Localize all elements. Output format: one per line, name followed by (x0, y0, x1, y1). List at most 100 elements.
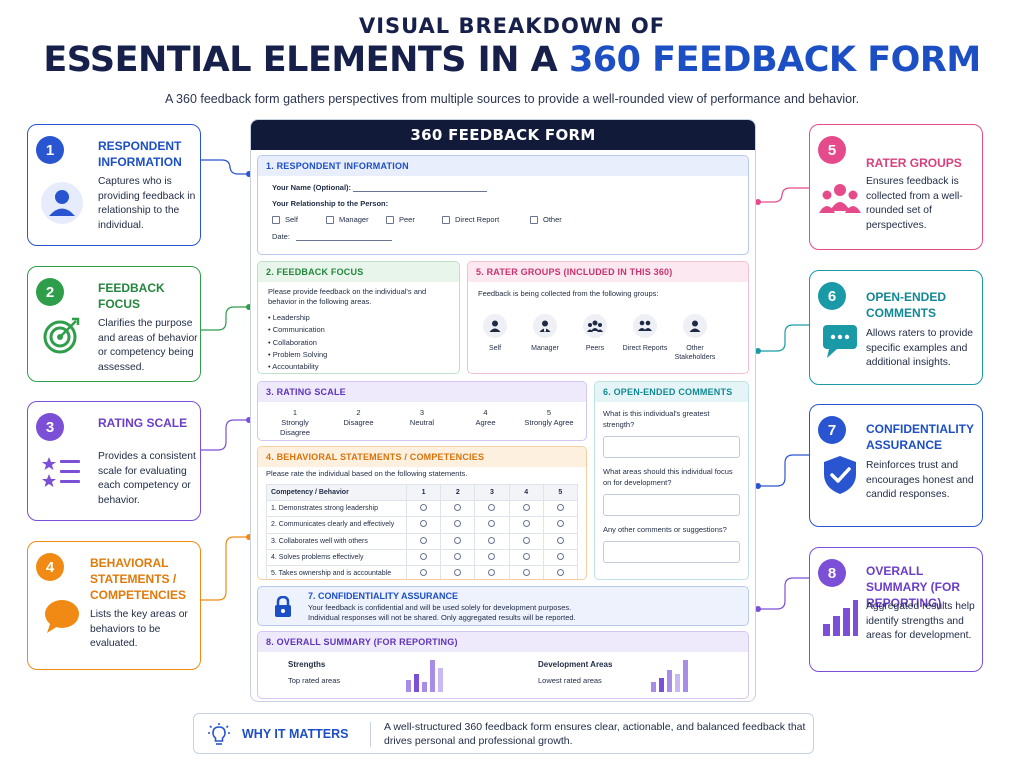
option-label: Peer (399, 215, 415, 224)
rater-group-other-stakeholders: Other Stakeholders (670, 314, 720, 362)
column-header: 1 (405, 483, 442, 502)
rating-radio[interactable] (556, 520, 564, 528)
section-open-ended-comments: 6. OPEN-ENDED COMMENTS What is this indi… (594, 381, 749, 580)
strengths-label: Strengths (288, 660, 326, 669)
callout-overall-summary: 8 OVERALL SUMMARY (FOR REPORTING) Aggreg… (809, 547, 983, 672)
relationship-options: Self Manager Peer Direct Report Other (272, 215, 738, 225)
rating-radio[interactable] (454, 520, 462, 528)
checkbox[interactable] (442, 216, 450, 225)
rating-radio[interactable] (488, 552, 496, 560)
table-row: 3. Collaborates well with others (266, 532, 579, 550)
rating-radio[interactable] (522, 569, 530, 577)
rater-group-direct-reports: Direct Reports (620, 314, 670, 353)
relationship-label: Your Relationship to the Person: (272, 199, 389, 208)
rating-cell (440, 548, 476, 566)
rating-cell (542, 500, 579, 518)
answer-box-other[interactable] (603, 541, 740, 563)
checkbox[interactable] (530, 216, 538, 225)
rating-radio[interactable] (488, 520, 496, 528)
date-input[interactable] (296, 233, 393, 242)
table-header-row: Competency / Behavior 1 2 3 4 5 (266, 483, 579, 502)
section-heading: 3. RATING SCALE (258, 382, 586, 402)
column-header: 4 (508, 483, 544, 502)
rating-radio[interactable] (420, 520, 428, 528)
development-areas-sublabel: Lowest rated areas (538, 676, 602, 685)
callout-title: CONFIDENTIALITY ASSURANCE (866, 422, 974, 452)
scale-point: 4 Agree (475, 408, 496, 427)
why-it-matters-banner: WHY IT MATTERS A well-structured 360 fee… (193, 713, 814, 754)
rater-intro: Feedback is being collected from the fol… (478, 289, 659, 298)
callout-description: Reinforces trust and encourages honest a… (866, 460, 974, 500)
option-other[interactable]: Other (530, 215, 562, 225)
rating-radio[interactable] (420, 504, 428, 512)
option-peer[interactable]: Peer (386, 215, 442, 225)
development-areas-label: Development Areas (538, 660, 613, 669)
rating-radio[interactable] (420, 569, 428, 577)
rating-cell (440, 500, 476, 518)
rating-radio[interactable] (556, 552, 564, 560)
lock-icon (274, 595, 292, 623)
date-field-row: Date: (272, 232, 738, 242)
callout-number: 3 (36, 413, 64, 441)
table-row: 1. Demonstrates strong leadership (266, 500, 579, 518)
rating-radio[interactable] (488, 569, 496, 577)
rater-group-peers: Peers (570, 314, 620, 353)
rating-cell (542, 564, 579, 579)
checkbox[interactable] (326, 216, 334, 225)
name-input[interactable] (353, 184, 488, 192)
callout-title: RATER GROUPS (866, 156, 962, 170)
answer-box-development[interactable] (603, 494, 740, 516)
rating-radio[interactable] (556, 536, 564, 544)
rating-radio[interactable] (454, 536, 462, 544)
direct-reports-icon (633, 314, 657, 338)
rating-radio[interactable] (488, 504, 496, 512)
rating-radio[interactable] (454, 552, 462, 560)
scale-point: 3 Neutral (409, 408, 435, 427)
question-strength: What is this individual's greatest stren… (603, 409, 710, 429)
rating-radio[interactable] (488, 536, 496, 544)
strengths-mini-chart (406, 656, 446, 697)
rating-cell (405, 500, 442, 518)
statement-cell: 3. Collaborates well with others (266, 532, 407, 550)
rating-radio[interactable] (522, 536, 530, 544)
rating-radio[interactable] (522, 552, 530, 560)
rating-radio[interactable] (522, 504, 530, 512)
rating-cell (542, 532, 579, 550)
section-confidentiality: 7. CONFIDENTIALITY ASSURANCE Your feedba… (257, 586, 749, 626)
option-label: Manager (339, 215, 369, 224)
list-item: • Collaboration (268, 337, 317, 347)
column-header: Competency / Behavior (266, 483, 407, 502)
option-self[interactable]: Self (272, 215, 326, 225)
checkbox[interactable] (272, 216, 280, 225)
rating-cell (440, 532, 476, 550)
callout-title: BEHAVIORAL STATEMENTS / COMPETENCIES (90, 556, 187, 602)
rating-radio[interactable] (420, 536, 428, 544)
option-direct-report[interactable]: Direct Report (442, 215, 530, 225)
star-list-icon (40, 450, 84, 494)
section-heading: 8. OVERALL SUMMARY (FOR REPORTING) (258, 632, 748, 652)
checkbox[interactable] (386, 216, 394, 225)
section-heading: 5. RATER GROUPS (INCLUDED IN THIS 360) (468, 262, 748, 282)
callout-number: 2 (36, 278, 64, 306)
question-other: Any other comments or suggestions? (603, 525, 727, 534)
rating-radio[interactable] (420, 552, 428, 560)
option-manager[interactable]: Manager (326, 215, 386, 225)
stakeholder-icon (683, 314, 707, 338)
callout-description: Clarifies the purpose and areas of behav… (98, 318, 198, 373)
callout-number: 5 (818, 136, 846, 164)
rating-cell (440, 516, 476, 534)
table-row: 4. Solves problems effectively (266, 548, 579, 566)
callout-open-ended-comments: 6 OPEN-ENDED COMMENTS Allows raters to p… (809, 270, 983, 385)
rating-radio[interactable] (522, 520, 530, 528)
answer-box-strength[interactable] (603, 436, 740, 458)
table-row: 5. Takes ownership and is accountable (266, 564, 579, 579)
rating-radio[interactable] (556, 569, 564, 577)
peers-icon (583, 314, 607, 338)
rating-radio[interactable] (454, 569, 462, 577)
scale-point: 2 Disagree (343, 408, 374, 427)
lightbulb-icon (208, 723, 230, 752)
statement-cell: 5. Takes ownership and is accountable (266, 564, 407, 579)
rating-radio[interactable] (454, 504, 462, 512)
why-text: A well-structured 360 feedback form ensu… (384, 721, 806, 747)
rating-radio[interactable] (556, 504, 564, 512)
